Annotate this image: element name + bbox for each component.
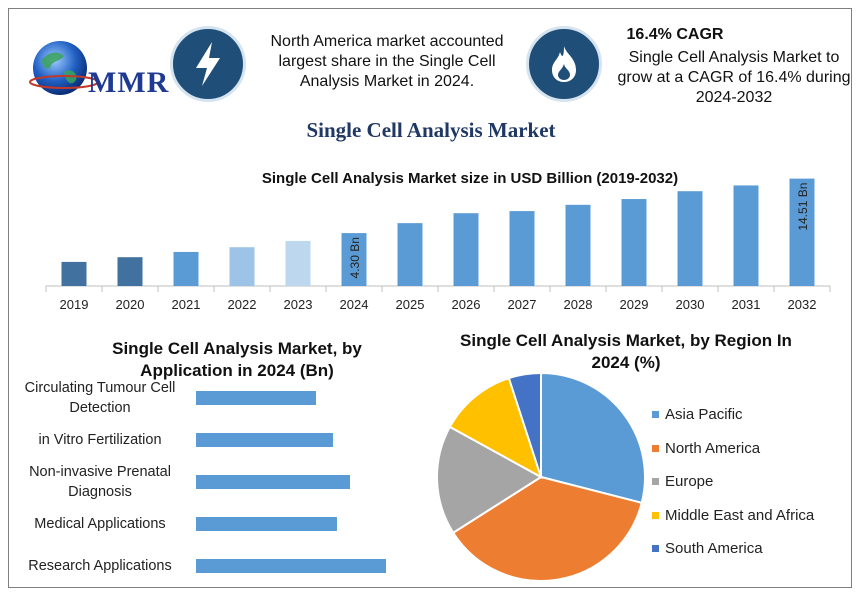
legend-swatch (652, 444, 659, 452)
x-tick-label: 2030 (676, 297, 705, 312)
legend-label: Europe (665, 473, 714, 491)
main-title: Single Cell Analysis Market (306, 118, 556, 142)
bar-2021 (173, 251, 199, 286)
legend-item: Asia Pacific (652, 398, 814, 432)
bar-2032 (789, 178, 815, 286)
x-tick-label: 2028 (564, 297, 593, 312)
x-tick-label: 2031 (732, 297, 761, 312)
legend-item: North America (652, 432, 814, 466)
app-label: Research Applications (28, 558, 172, 574)
bar-2024 (341, 233, 367, 286)
bar-2029 (621, 199, 647, 286)
legend-label: Asia Pacific (665, 406, 743, 424)
x-tick-label: 2024 (340, 297, 369, 312)
app-label: Circulating Tumour Cell Detection (24, 380, 176, 416)
data-label: 14.51 Bn (796, 183, 810, 231)
x-tick-label: 2032 (788, 297, 817, 312)
app-label: Medical Applications (34, 516, 166, 532)
bar-2023 (285, 240, 311, 286)
lightning-circle (170, 26, 246, 102)
bar-2025 (397, 223, 423, 286)
legend-label: South America (665, 540, 763, 558)
x-tick-label: 2019 (60, 297, 89, 312)
mmr-logo: MMR (29, 38, 168, 108)
pie-slice (448, 376, 543, 480)
bar-2020 (117, 257, 143, 286)
bar-2022 (229, 247, 255, 286)
flame-icon (552, 46, 576, 82)
infographic-frame (8, 8, 852, 588)
x-tick-label: 2027 (508, 297, 537, 312)
bar-2028 (565, 204, 591, 286)
info-north-america: North America market accounted largest s… (270, 33, 504, 90)
legend-label: Middle East and Africa (665, 506, 815, 524)
x-tick-label: 2021 (172, 297, 201, 312)
globe-icon (29, 41, 99, 95)
legend-swatch (652, 545, 659, 553)
cagr-title: 16.4% CAGR (626, 26, 724, 43)
app-bar (196, 433, 333, 447)
legend-item: Europe (652, 465, 814, 499)
legend-item: Middle East and Africa (652, 499, 814, 533)
pie-legend: Asia Pacific North America Europe Middle Ea… (652, 398, 814, 566)
x-tick-label: 2026 (452, 297, 481, 312)
bar-2019 (61, 261, 87, 286)
x-tick-label: 2029 (620, 297, 649, 312)
lightning-icon (196, 42, 220, 86)
data-label: 4.30 Bn (348, 237, 362, 278)
pie-chart-title: Single Cell Analysis Market, by Region I… (460, 331, 792, 372)
app-bar (196, 517, 337, 531)
application-chart-title: Single Cell Analysis Market, by Applicat… (112, 339, 362, 380)
pie-slice (507, 371, 542, 478)
x-tick-label: 2025 (396, 297, 425, 312)
app-label: in Vitro Fertilization (38, 432, 162, 448)
x-tick-label: 2023 (284, 297, 313, 312)
x-tick-label: 2020 (116, 297, 145, 312)
app-bar (196, 475, 350, 489)
app-bar (196, 391, 316, 405)
pie-slice (436, 425, 543, 535)
bar-2031 (733, 185, 759, 286)
bar-2027 (509, 211, 535, 286)
bar-2026 (453, 213, 479, 286)
bar-chart-title: Single Cell Analysis Market size in USD … (261, 170, 679, 187)
cagr-text: Single Cell Analysis Market to grow at a… (617, 49, 851, 106)
flame-circle (526, 26, 602, 102)
app-bar (196, 559, 386, 573)
app-label: Non-invasive Prenatal Diagnosis (29, 464, 171, 500)
legend-label: North America (665, 439, 761, 457)
legend-swatch (652, 411, 659, 419)
legend-swatch (652, 478, 659, 486)
logo-text: MMR (88, 66, 170, 99)
legend-item: South America (652, 532, 814, 566)
pie-slice (540, 371, 646, 505)
bar-2030 (677, 191, 703, 286)
legend-swatch (652, 511, 659, 519)
x-tick-label: 2022 (228, 297, 257, 312)
